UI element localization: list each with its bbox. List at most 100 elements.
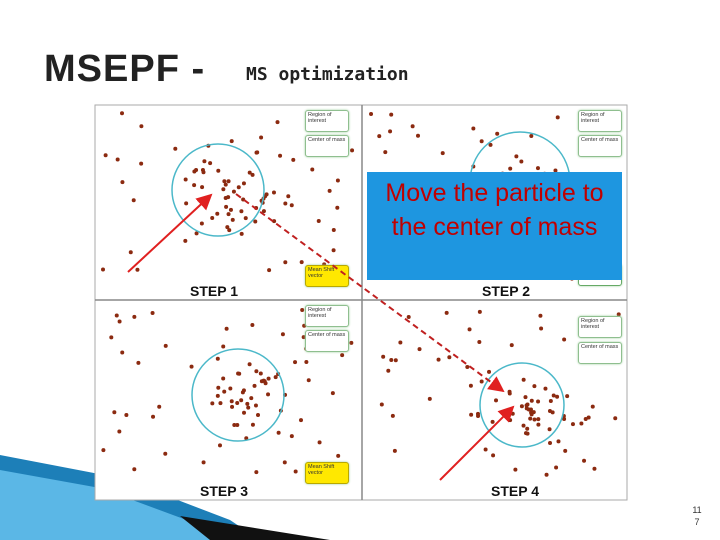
particle [244,436,249,441]
particle [350,148,355,153]
particle [477,339,482,344]
particle [306,378,311,383]
particle [475,411,480,416]
particle [273,375,278,380]
particle [293,360,298,365]
particle [293,469,298,474]
particle [535,166,540,171]
particle [465,365,470,370]
particle [221,187,226,192]
particle [266,376,271,381]
particle [228,386,233,391]
particle [551,393,556,398]
particle [547,427,552,432]
particle [226,212,231,217]
particle [583,416,588,421]
particle [523,395,528,400]
particle [218,401,223,406]
particle [304,360,309,365]
particle [222,179,227,184]
particle [189,364,194,369]
particle [330,391,335,396]
particle [291,157,296,162]
legend-box: Region of interest [578,110,622,132]
particle [192,183,197,188]
particle [536,422,541,427]
particle [183,177,188,182]
particle [252,383,257,388]
particle [261,209,266,214]
particle [398,340,403,345]
particle [241,388,246,393]
particle [225,225,230,230]
particle [586,415,591,420]
particle [300,307,305,312]
particle [232,422,237,427]
particle [224,326,229,331]
particle [229,139,234,144]
particle [565,394,570,399]
particle [183,238,188,243]
callout: Move the particle to the center of mass [367,172,622,280]
particle [390,413,395,418]
particle [266,392,271,397]
particle [250,422,255,427]
particle [114,313,119,318]
particle [317,440,322,445]
particle [239,231,244,236]
particle [283,201,288,206]
particle [548,441,553,446]
particle [316,218,321,223]
particle [242,410,247,415]
particle [444,310,449,315]
particle [554,465,559,470]
particle [201,170,206,175]
particle [539,326,544,331]
particle [508,418,513,423]
particle [340,353,345,358]
particle [231,189,236,194]
particle [490,419,495,424]
particle [555,394,560,399]
particle [117,429,122,434]
particle [163,343,168,348]
particle [217,443,222,448]
particle [215,211,220,216]
particle [135,267,140,272]
particle [507,391,512,396]
particle [579,421,584,426]
particle [528,416,533,421]
particle [250,172,255,177]
particle [299,260,304,265]
particle [128,250,133,255]
legend-box: Mean Shift vector [305,462,349,484]
particle [120,111,125,116]
corner-swoosh-light [0,470,230,540]
legend-box: Center of mass [578,135,622,157]
particle [267,268,272,273]
particle [477,309,482,314]
particle [115,157,120,162]
particle [249,396,254,401]
legend-box: Center of mass [578,342,622,364]
particle [223,182,228,187]
particle [271,190,276,195]
particle [112,410,117,415]
particle [202,159,207,164]
particle [349,340,354,345]
particle [406,315,411,320]
particle [392,448,397,453]
particle [221,344,226,349]
particle [483,447,488,452]
particle [487,369,492,374]
particle [550,410,555,415]
particle [239,209,244,214]
particle [386,368,391,373]
particle [258,371,263,376]
region-circle [171,143,265,237]
particle [417,347,422,352]
particle [131,198,136,203]
particle [393,358,398,363]
particle [256,413,261,418]
particle [526,407,531,412]
